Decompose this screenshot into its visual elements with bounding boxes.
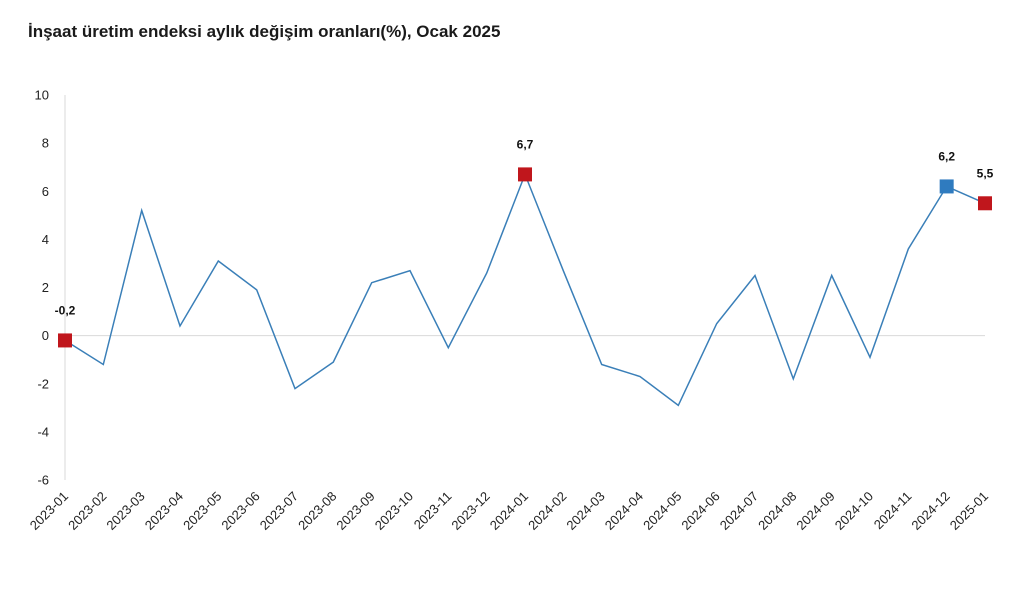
data-labels: -0,2 6,7 6,2 5,5 [55,137,994,317]
x-tick-label: 2024-04 [602,489,646,533]
x-tick-label: 2023-11 [411,489,455,533]
markers [58,167,992,348]
x-tick-label: 2024-10 [832,489,876,533]
x-tick-label: 2024-02 [525,489,569,533]
data-point-marker [939,179,954,194]
x-tick-label: 2023-08 [295,489,339,533]
y-tick-label: -6 [37,473,49,488]
series-line [64,172,986,407]
x-tick-label: 2024-08 [755,489,799,533]
data-point-marker [978,196,992,211]
y-tick-label: -2 [37,376,49,391]
x-axis: 2023-012023-022023-032023-042023-052023-… [27,335,991,533]
x-tick-label: 2023-12 [448,489,492,533]
y-tick-label: 4 [42,232,49,247]
data-label: 6,7 [517,137,534,151]
y-tick-label: 6 [42,184,49,199]
x-tick-label: 2023-01 [27,489,71,533]
x-tick-label: 2024-11 [871,489,915,533]
x-tick-label: 2024-03 [563,489,607,533]
x-tick-label: 2023-06 [218,489,262,533]
y-tick-label: 0 [42,328,49,343]
x-tick-label: 2024-07 [717,489,761,533]
chart-title: İnşaat üretim endeksi aylık değişim oran… [28,22,501,41]
series-polyline [64,172,986,407]
x-tick-label: 2024-05 [640,489,684,533]
x-tick-label: 2024-12 [908,489,952,533]
y-tick-label: 2 [42,280,49,295]
y-tick-label: -4 [37,424,49,439]
data-label: 5,5 [977,166,994,180]
y-tick-label: 8 [42,136,49,151]
y-tick-label: 10 [35,88,49,103]
data-label: 6,2 [938,149,955,163]
x-tick-label: 2024-09 [793,489,837,533]
x-tick-label: 2023-07 [257,489,301,533]
x-tick-label: 2023-10 [372,489,416,533]
x-tick-label: 2023-09 [333,489,377,533]
x-tick-label: 2025-01 [947,489,991,533]
data-point-marker [518,167,532,182]
y-axis: 10 8 6 4 2 0 -2 -4 -6 [35,88,66,488]
x-tick-label: 2024-06 [678,489,722,533]
x-tick-label: 2023-02 [65,489,109,533]
data-label: -0,2 [55,303,76,317]
x-tick-label: 2023-04 [142,489,186,533]
data-point-marker [58,333,72,348]
x-tick-label: 2023-03 [103,489,147,533]
x-tick-label: 2023-05 [180,489,224,533]
x-tick-label: 2024-01 [487,489,531,533]
